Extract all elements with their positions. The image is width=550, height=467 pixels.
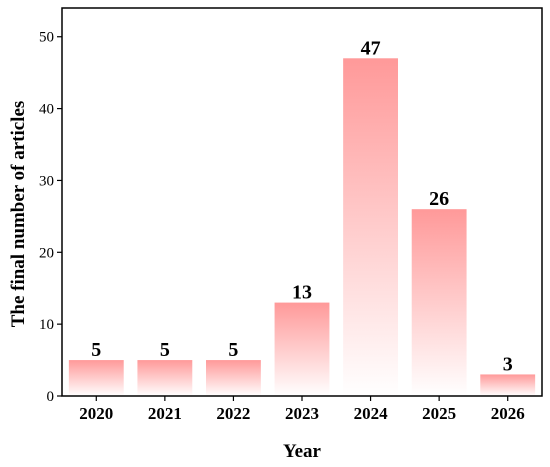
bar-2026 — [480, 374, 536, 396]
data-label-2026: 3 — [503, 353, 513, 375]
x-tick-label-2023: 2023 — [285, 404, 319, 423]
x-tick-label-2025: 2025 — [422, 404, 456, 423]
bar-2021 — [137, 360, 193, 396]
bar-2020 — [68, 360, 124, 396]
bars — [68, 58, 536, 396]
y-tick-label-50: 50 — [39, 30, 54, 46]
x-tick-label-2020: 2020 — [79, 404, 113, 423]
y-tick-label-20: 20 — [39, 245, 54, 261]
data-label-2020: 5 — [91, 339, 101, 361]
x-tick-label-2022: 2022 — [216, 404, 250, 423]
y-tick-label-40: 40 — [39, 102, 54, 118]
data-label-2021: 5 — [160, 339, 170, 361]
bar-2022 — [206, 360, 261, 396]
x-axis: 2020 2021 2022 2023 2024 2025 2026 — [79, 396, 525, 423]
bar-2025 — [411, 209, 467, 396]
x-tick-label-2026: 2026 — [491, 404, 525, 423]
data-label-2022: 5 — [228, 339, 238, 361]
y-axis: 0 10 20 30 40 50 — [39, 30, 62, 405]
x-tick-label-2021: 2021 — [148, 404, 182, 423]
y-tick-label-30: 30 — [39, 173, 54, 189]
y-tick-label-10: 10 — [39, 317, 54, 333]
data-label-2023: 13 — [292, 282, 312, 304]
bar-2024 — [343, 58, 398, 396]
x-axis-title: Year — [283, 441, 322, 462]
data-label-2025: 26 — [429, 188, 449, 210]
data-label-2024: 47 — [361, 37, 381, 59]
bar-2023 — [274, 302, 330, 396]
data-labels: 5 5 5 13 47 26 3 — [91, 37, 512, 375]
y-tick-label-0: 0 — [47, 389, 55, 405]
y-axis-title: The final number of articles — [8, 101, 29, 328]
x-tick-label-2024: 2024 — [354, 404, 389, 423]
